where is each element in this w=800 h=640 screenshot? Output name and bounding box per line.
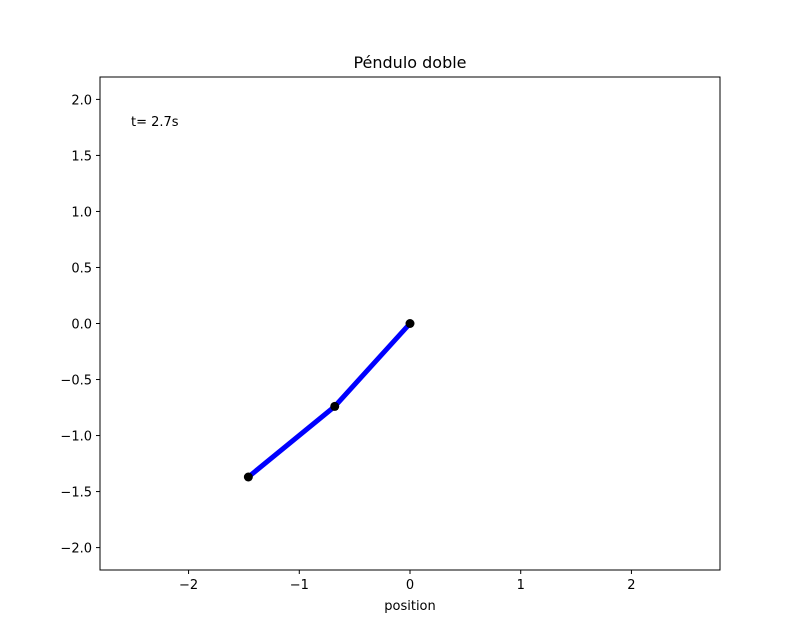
y-axis-ticks: 2.0 1.5 1.0 0.5 0.0 −0.5 −1.0 −1.5 −2.0	[60, 93, 100, 557]
pendulum-mass-point	[330, 401, 340, 411]
time-annotation: t= 2.7s	[131, 115, 179, 130]
x-axis-ticks: −2 −1 0 1 2	[179, 570, 636, 593]
chart-title: Péndulo doble	[353, 53, 466, 72]
x-tick-label: 2	[627, 578, 635, 593]
pendulum-series	[243, 319, 415, 482]
x-tick-label: −1	[290, 578, 309, 593]
y-tick-label: −1.5	[60, 486, 92, 501]
y-tick-label: 0.0	[71, 318, 92, 333]
pendulum-mass-point	[243, 472, 253, 482]
y-tick-label: 1.5	[71, 149, 92, 164]
plot-frame	[99, 76, 721, 571]
y-tick-label: 0.5	[71, 261, 92, 276]
y-tick-label: −0.5	[60, 374, 92, 389]
y-tick-label: −2.0	[60, 542, 92, 557]
x-tick-label: 0	[406, 578, 414, 593]
y-tick-label: 1.0	[71, 205, 92, 220]
y-tick-label: −1.0	[60, 430, 92, 445]
x-tick-label: −2	[179, 578, 198, 593]
x-axis-label: position	[384, 599, 436, 614]
x-tick-label: 1	[517, 578, 525, 593]
pendulum-mass-point	[405, 319, 415, 328]
y-tick-label: 2.0	[71, 93, 92, 108]
